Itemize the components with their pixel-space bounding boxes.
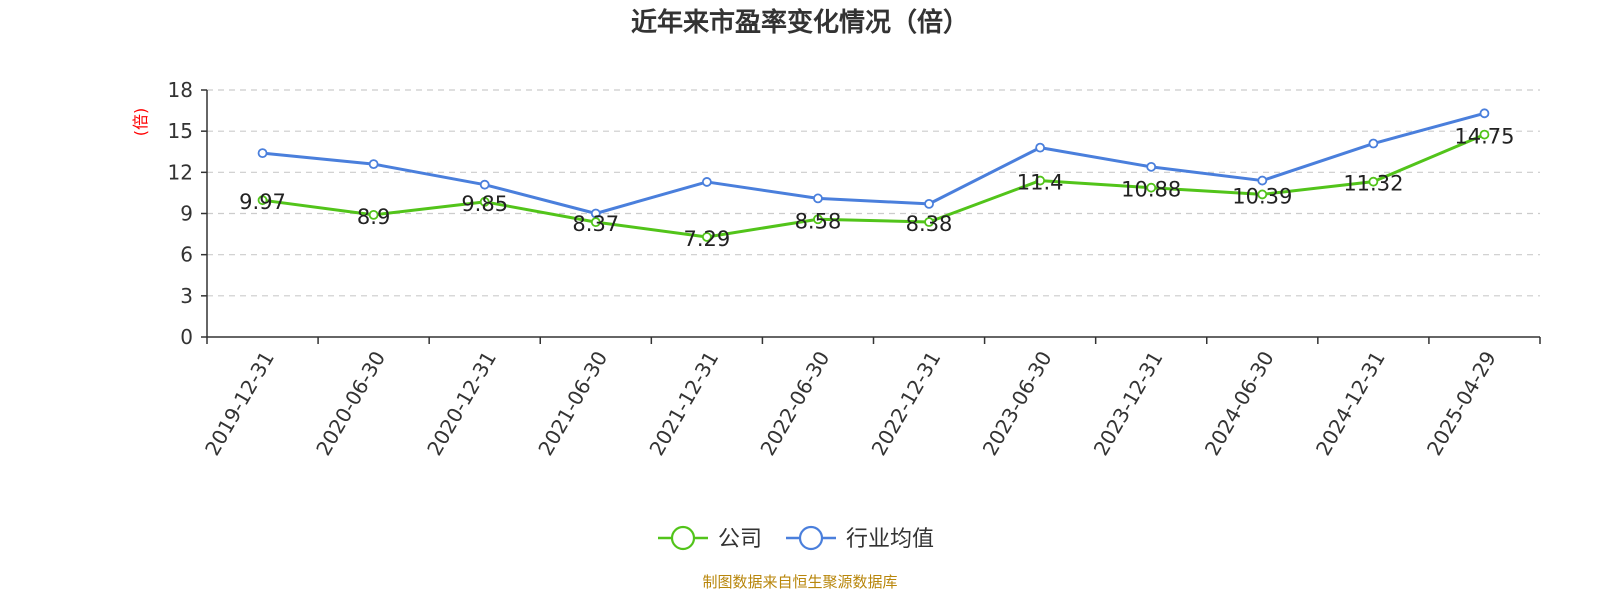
y-tick-label: 12 <box>168 160 193 184</box>
x-tick-label: 2025-04-29 <box>1422 347 1501 460</box>
y-tick-label: 9 <box>180 202 193 226</box>
data-label: 9.97 <box>239 190 286 214</box>
data-point[interactable] <box>1257 189 1268 200</box>
legend-item-1[interactable]: 行业均值 <box>786 525 934 552</box>
x-tick-label: 2023-12-31 <box>1089 347 1168 460</box>
data-label: 7.29 <box>683 227 730 251</box>
legend[interactable]: 公司 行业均值 <box>658 525 934 552</box>
data-point[interactable] <box>1035 175 1046 186</box>
data-point[interactable] <box>257 148 268 159</box>
data-label: 8.38 <box>906 212 953 236</box>
y-axis-unit-label: (倍) <box>131 108 150 137</box>
data-source-note: 制图数据来自恒生聚源数据库 <box>702 573 897 591</box>
data-point[interactable] <box>701 177 712 187</box>
data-label: 11.32 <box>1343 172 1403 196</box>
data-point[interactable] <box>479 196 490 207</box>
data-point[interactable] <box>368 209 379 220</box>
legend-circle-icon <box>798 525 824 551</box>
data-point[interactable] <box>1368 176 1379 187</box>
y-tick-label: 0 <box>180 325 193 349</box>
data-point[interactable] <box>701 232 712 242</box>
data-label: 8.9 <box>357 205 390 229</box>
data-point[interactable] <box>1257 175 1268 186</box>
data-label: 8.58 <box>795 209 842 233</box>
series-line-1 <box>262 111 1485 215</box>
x-tick-label: 2021-12-31 <box>644 347 723 460</box>
x-tick-label: 2020-12-31 <box>422 347 501 460</box>
x-tick-label: 2023-06-30 <box>978 347 1057 460</box>
data-label: 10.88 <box>1121 178 1181 202</box>
data-point[interactable] <box>924 198 934 209</box>
data-point[interactable] <box>813 193 823 204</box>
grid-lines <box>207 89 1540 297</box>
x-tick-label: 2021-06-30 <box>533 347 612 460</box>
data-point[interactable] <box>368 159 379 170</box>
data-label: 14.75 <box>1454 125 1514 149</box>
data-point[interactable] <box>1035 142 1046 153</box>
legend-label: 公司 <box>718 527 762 552</box>
x-tick-label: 2022-06-30 <box>755 347 834 460</box>
legend-label: 行业均值 <box>846 527 934 552</box>
data-point[interactable] <box>590 217 601 228</box>
data-point[interactable] <box>924 217 934 227</box>
data-point[interactable] <box>257 195 268 206</box>
legend-circle-icon <box>670 525 696 551</box>
y-axis: 0 3 6 9 12 15 18 <box>168 78 208 349</box>
series-layer <box>257 108 1490 242</box>
chart-title: 近年来市盈率变化情况（倍） <box>631 7 969 38</box>
x-axis: 2019-12-31 2020-06-30 2020-12-31 2021-06-30… <box>200 336 1541 460</box>
legend-item-0[interactable]: 公司 <box>658 525 762 552</box>
data-label: 10.39 <box>1232 184 1292 208</box>
data-label-layer: 9.97 8.9 9.85 8.37 7.29 8.58 8.38 11.4 10.88 10.3… <box>239 125 1514 251</box>
x-tick-label: 2024-12-31 <box>1311 347 1390 460</box>
data-point[interactable] <box>813 214 823 225</box>
y-tick-label: 15 <box>168 119 193 143</box>
data-label: 9.85 <box>461 192 508 216</box>
x-tick-label: 2022-12-31 <box>867 347 946 460</box>
x-tick-label: 2019-12-31 <box>200 347 279 460</box>
data-point[interactable] <box>479 179 490 190</box>
data-label: 11.4 <box>1017 171 1064 195</box>
series-line-0 <box>262 133 1486 239</box>
y-tick-label: 18 <box>168 78 193 102</box>
y-tick-label: 6 <box>180 243 193 267</box>
data-label: 8.37 <box>572 212 619 236</box>
data-point[interactable] <box>1368 138 1379 149</box>
data-point[interactable] <box>1146 161 1157 172</box>
data-point[interactable] <box>1479 129 1490 140</box>
y-tick-label: 3 <box>180 284 193 308</box>
data-point[interactable] <box>1479 108 1490 119</box>
x-tick-label: 2020-06-30 <box>311 347 390 460</box>
x-tick-label: 2024-06-30 <box>1200 347 1279 460</box>
data-point[interactable] <box>1146 182 1157 193</box>
